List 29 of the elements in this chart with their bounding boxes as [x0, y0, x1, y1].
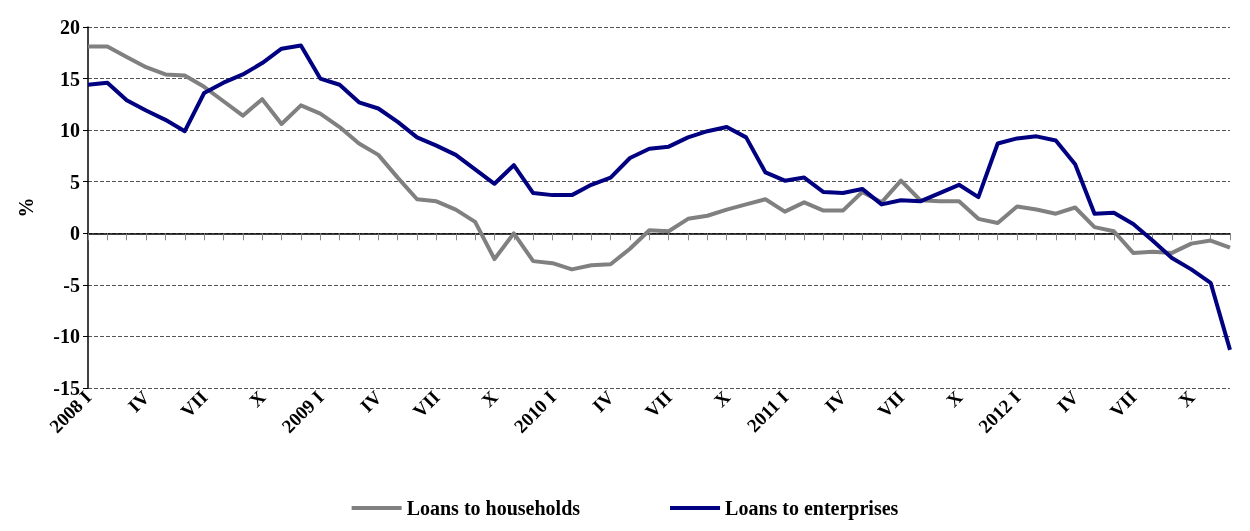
x-tick-label: X: [941, 386, 967, 412]
x-tick-label: X: [477, 386, 503, 412]
x-tick-label: X: [245, 386, 270, 412]
y-axis-title: %: [15, 197, 37, 218]
x-tick-label: IV: [123, 386, 154, 417]
line-series: [86, 43, 1232, 352]
y-tick-label: 0: [70, 222, 80, 245]
x-tick-label: IV: [588, 386, 619, 417]
x-tick-label: VII: [873, 386, 909, 422]
y-tick-label: 15: [60, 67, 80, 90]
y-tick-label: -10: [53, 325, 80, 348]
x-tick-label: VII: [176, 386, 212, 422]
x-tick-label: VII: [1105, 386, 1141, 422]
legend-label: Loans to enterprises: [725, 497, 899, 520]
x-tick-label: IV: [820, 386, 851, 417]
x-tick-label: X: [709, 386, 735, 412]
x-tick-label: IV: [355, 386, 386, 417]
x-tick-label: X: [1174, 386, 1199, 412]
y-tick-label: 5: [70, 170, 80, 193]
y-tick-label: 10: [60, 119, 80, 142]
x-tick-label: VII: [641, 386, 677, 422]
y-tick-label: -15: [53, 377, 80, 399]
x-tick-label: IV: [1052, 386, 1083, 417]
x-tick-label: 2011 I: [742, 386, 793, 437]
legend-label: Loans to households: [406, 497, 581, 519]
y-tick-label: 20: [60, 16, 80, 38]
x-tick-label: VII: [408, 386, 444, 422]
line-series: [86, 44, 1232, 272]
y-tick-label: -5: [63, 273, 80, 296]
